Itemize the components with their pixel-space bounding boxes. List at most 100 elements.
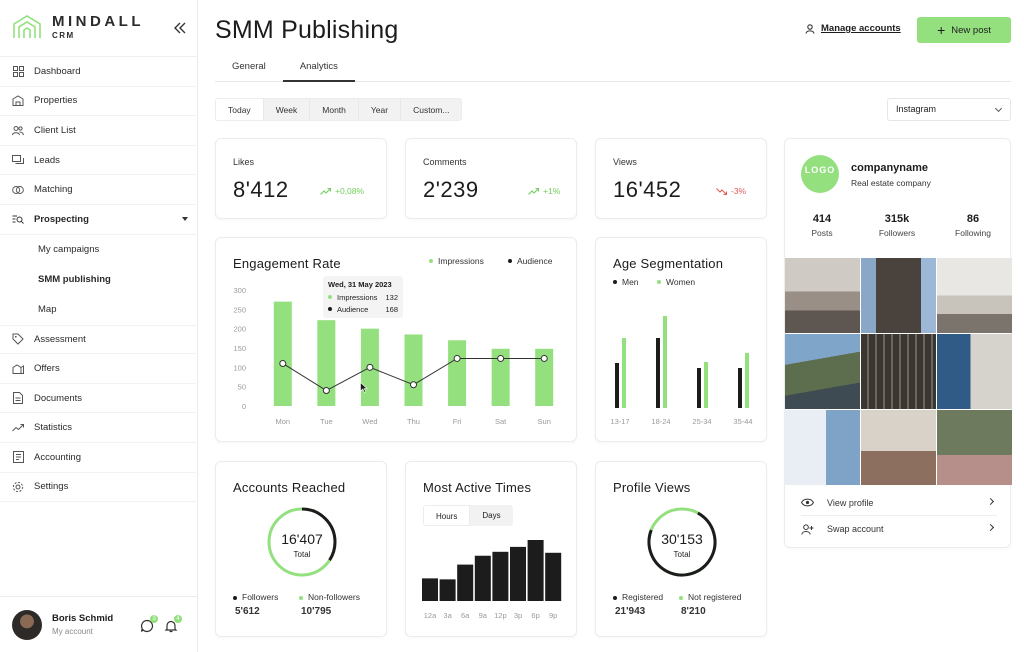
manage-accounts-link[interactable]: Manage accounts xyxy=(805,23,901,34)
legend-label: Followers xyxy=(242,592,279,602)
tag-icon xyxy=(12,333,24,346)
notifications-badge: 4 xyxy=(174,615,182,623)
sidebar-item-settings[interactable]: Settings xyxy=(0,473,198,503)
new-post-button[interactable]: + New post xyxy=(917,17,1011,43)
period-today[interactable]: Today xyxy=(216,99,264,120)
tab-bar: General Analytics xyxy=(215,55,1011,82)
plus-icon: + xyxy=(937,22,946,38)
x-tick-label: 3p xyxy=(514,611,522,620)
collapse-sidebar-icon[interactable] xyxy=(170,18,190,38)
sidebar-subitem-my-campaigns[interactable]: My campaigns xyxy=(38,244,100,256)
x-tick-label: 12a xyxy=(424,611,437,620)
accounts-reached-card: Accounts Reached 16'407 Total Followers … xyxy=(215,461,387,637)
legend-dot xyxy=(328,295,332,299)
profile-stat-label: Posts xyxy=(811,228,833,238)
x-tick-label: Thu xyxy=(407,417,420,426)
brand[interactable]: MINDALL CRM xyxy=(12,14,144,40)
legend-label: Registered xyxy=(622,592,664,602)
post-thumbnail[interactable] xyxy=(785,258,860,333)
tab-general[interactable]: General xyxy=(232,61,266,72)
users-icon xyxy=(12,124,24,136)
post-thumbnail[interactable] xyxy=(937,258,1012,333)
y-tick-label: 100 xyxy=(233,363,246,372)
period-year[interactable]: Year xyxy=(358,99,402,120)
grid-icon xyxy=(12,65,24,77)
trend-icon xyxy=(12,422,24,434)
sidebar-item-dashboard[interactable]: Dashboard xyxy=(0,57,198,87)
legend-label: Women xyxy=(666,277,696,287)
stat-delta: +0,08% xyxy=(320,186,364,196)
stat-delta: -3% xyxy=(716,186,746,196)
chevron-right-icon xyxy=(986,523,995,532)
profile-stat-label: Followers xyxy=(878,228,916,238)
tooltip-value: 132 xyxy=(385,293,398,302)
post-thumbnail[interactable] xyxy=(861,410,936,485)
impressions-bar xyxy=(448,340,467,406)
period-month[interactable]: Month xyxy=(310,99,359,120)
audience-point xyxy=(366,363,374,371)
sidebar: MINDALL CRM Dashboard Properties Client … xyxy=(0,0,198,652)
stat-delta-value: +0,08% xyxy=(335,186,365,196)
platform-select[interactable]: Instagram xyxy=(887,98,1011,121)
trend-down-icon xyxy=(716,187,727,195)
sidebar-item-label: Dashboard xyxy=(34,65,81,77)
caret-down-icon[interactable] xyxy=(182,216,188,221)
post-thumbnail[interactable] xyxy=(861,334,936,409)
tab-hours[interactable]: Hours xyxy=(423,505,471,526)
notifications-icon[interactable]: 4 xyxy=(164,615,182,633)
impressions-bar xyxy=(273,301,292,406)
legend-value: 8'210 xyxy=(681,606,706,617)
legend-dot xyxy=(233,596,237,600)
swap-account-link[interactable]: Swap account xyxy=(801,516,997,542)
most-active-times-card: Most Active Times Hours Days 12a 3a 6a 9a 12… xyxy=(405,461,577,637)
post-thumbnail[interactable] xyxy=(861,258,936,333)
activity-bar xyxy=(545,552,562,601)
x-tick-label: 3a xyxy=(443,611,452,620)
chevron-down-icon xyxy=(994,104,1003,113)
sidebar-item-leads[interactable]: Leads xyxy=(0,146,198,176)
age-chart: 13-17 18-24 25-34 35-44 xyxy=(610,316,753,426)
platform-select-value: Instagram xyxy=(896,104,937,114)
x-tick-label: 25-34 xyxy=(692,417,711,426)
women-bar xyxy=(663,316,667,408)
x-tick-label: Sat xyxy=(495,417,507,426)
activity-bar xyxy=(510,546,526,601)
tooltip-label: Audience xyxy=(337,305,369,314)
stat-delta-value: +1% xyxy=(543,186,561,196)
profile-stat-label: Following xyxy=(955,228,991,238)
user-account[interactable]: Boris Schmid My account 3 4 xyxy=(0,596,198,652)
post-thumbnail[interactable] xyxy=(937,334,1012,409)
sidebar-item-prospecting[interactable]: Prospecting xyxy=(0,205,198,235)
sidebar-item-documents[interactable]: Documents xyxy=(0,384,198,414)
sidebar-nav: Dashboard Properties Client List Leads M… xyxy=(0,56,198,503)
legend-dot xyxy=(299,596,303,600)
tab-analytics[interactable]: Analytics xyxy=(282,55,355,82)
sidebar-subitem-smm-publishing[interactable]: SMM publishing xyxy=(38,274,111,286)
comments-card: Comments 2'239 +1% xyxy=(405,138,577,219)
x-tick-label: 9a xyxy=(479,611,488,620)
post-thumbnail[interactable] xyxy=(785,334,860,409)
period-week[interactable]: Week xyxy=(263,99,311,120)
post-thumbnail[interactable] xyxy=(785,410,860,485)
avatar[interactable] xyxy=(12,609,42,640)
tab-days[interactable]: Days xyxy=(482,511,501,520)
sidebar-subitem-map[interactable]: Map xyxy=(38,304,57,316)
post-thumbnail[interactable] xyxy=(937,410,1012,485)
view-profile-link[interactable]: View profile xyxy=(801,490,997,516)
legend-followers: Followers 5'612 xyxy=(233,592,278,617)
impressions-bar xyxy=(317,320,336,406)
sidebar-item-client-list[interactable]: Client List xyxy=(0,116,198,146)
sidebar-item-offers[interactable]: Offers xyxy=(0,354,198,384)
messages-icon[interactable]: 3 xyxy=(140,615,158,633)
tooltip: Wed, 31 May 2023 Impressions 132 Audience… xyxy=(323,276,403,318)
sidebar-item-accounting[interactable]: Accounting xyxy=(0,443,198,473)
profile-stat-value: 86 xyxy=(966,213,980,225)
sidebar-item-matching[interactable]: Matching xyxy=(0,175,198,205)
sidebar-item-properties[interactable]: Properties xyxy=(0,87,198,117)
company-logo[interactable]: LOGO xyxy=(801,155,839,193)
sidebar-item-assessment[interactable]: Assessment xyxy=(0,324,198,355)
sidebar-item-statistics[interactable]: Statistics xyxy=(0,413,198,443)
period-custom[interactable]: Custom... xyxy=(401,99,462,120)
legend-dot xyxy=(613,280,617,284)
stat-label: Likes xyxy=(233,157,255,167)
